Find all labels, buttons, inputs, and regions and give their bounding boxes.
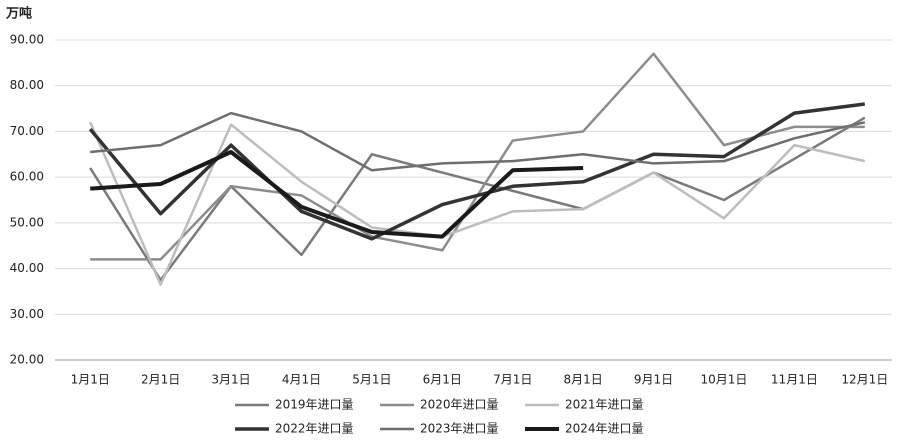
y-tick-label: 20.00: [10, 353, 44, 367]
unit-label: 万吨: [5, 6, 32, 22]
y-tick-label: 70.00: [10, 124, 44, 138]
y-tick-label: 30.00: [10, 307, 44, 321]
x-tick-label: 4月1日: [282, 373, 321, 387]
y-tick-label: 40.00: [10, 261, 44, 275]
legend-label: 2024年进口量: [565, 422, 644, 436]
x-tick-label: 7月1日: [493, 373, 532, 387]
x-tick-label: 2月1日: [141, 373, 180, 387]
legend-label: 2020年进口量: [420, 398, 499, 412]
x-tick-label: 1月1日: [71, 373, 110, 387]
legend-label: 2022年进口量: [275, 422, 354, 436]
legend-label: 2023年进口量: [420, 422, 499, 436]
y-tick-label: 80.00: [10, 78, 44, 92]
x-tick-label: 9月1日: [634, 373, 673, 387]
x-tick-label: 3月1日: [211, 373, 250, 387]
series-line: [90, 150, 584, 239]
y-tick-label: 50.00: [10, 215, 44, 229]
x-tick-label: 10月1日: [701, 373, 748, 387]
legend-label: 2021年进口量: [565, 398, 644, 412]
legend-label: 2019年进口量: [275, 398, 354, 412]
x-tick-label: 6月1日: [423, 373, 462, 387]
y-tick-label: 60.00: [10, 170, 44, 184]
series-line: [90, 52, 865, 261]
y-tick-label: 90.00: [10, 33, 44, 47]
series-line: [89, 116, 866, 282]
series-line: [89, 121, 866, 286]
series-line: [90, 111, 866, 172]
x-tick-label: 8月1日: [563, 373, 602, 387]
x-tick-label: 5月1日: [352, 373, 391, 387]
x-tick-label: 11月1日: [771, 373, 818, 387]
x-tick-label: 12月1日: [841, 373, 888, 387]
